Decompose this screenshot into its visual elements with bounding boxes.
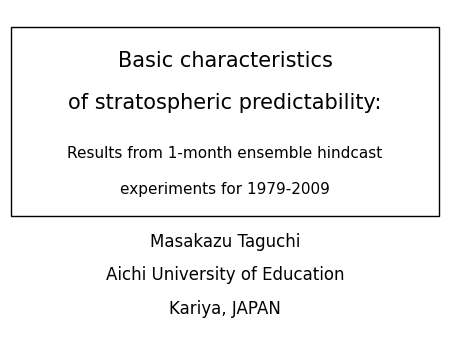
Text: of stratospheric predictability:: of stratospheric predictability: [68,93,382,113]
Text: Kariya, JAPAN: Kariya, JAPAN [169,300,281,318]
Text: Aichi University of Education: Aichi University of Education [106,266,344,285]
Text: Results from 1-month ensemble hindcast: Results from 1-month ensemble hindcast [68,146,382,161]
Text: Basic characteristics: Basic characteristics [117,51,333,71]
Text: experiments for 1979-2009: experiments for 1979-2009 [120,182,330,197]
FancyBboxPatch shape [11,27,439,216]
Text: Masakazu Taguchi: Masakazu Taguchi [150,233,300,251]
